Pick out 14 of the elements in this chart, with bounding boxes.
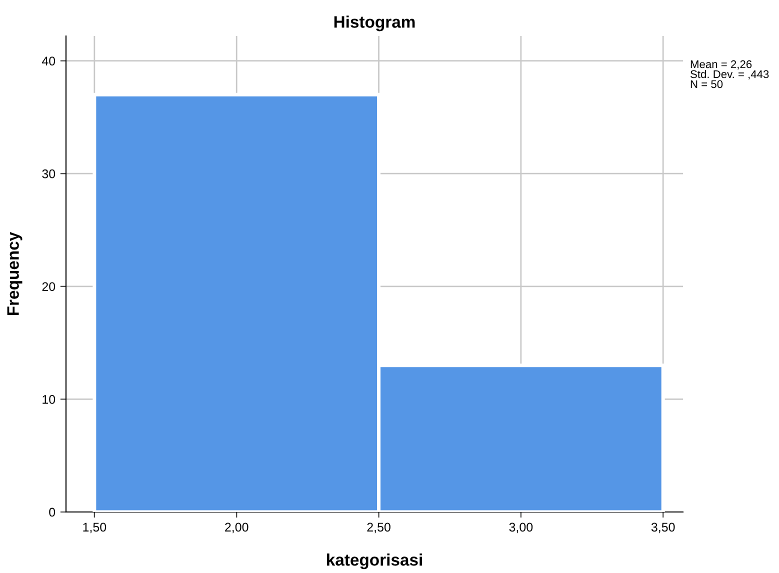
y-tick-label: 40: [42, 56, 56, 66]
x-tick-label: 2,50: [367, 522, 390, 534]
x-tick-label: 2,00: [225, 522, 248, 534]
y-axis-title: Frequency: [7, 232, 22, 316]
chart-title: Histogram: [334, 16, 415, 32]
y-tick-label: 20: [42, 282, 56, 292]
x-tick-label: 3,00: [509, 522, 533, 534]
text: Mean = 2,26 Std. Dev. = ,443 N = 50: [690, 60, 769, 88]
y-tick-label: 30: [42, 169, 56, 178]
y-tick-label: 10: [42, 395, 56, 404]
x-tick-label: 1,50: [83, 522, 106, 534]
x-axis-title: kategorisasi: [327, 554, 422, 570]
x-tick-label: 3,50: [651, 522, 675, 534]
y-tick-label: 0: [49, 508, 56, 517]
